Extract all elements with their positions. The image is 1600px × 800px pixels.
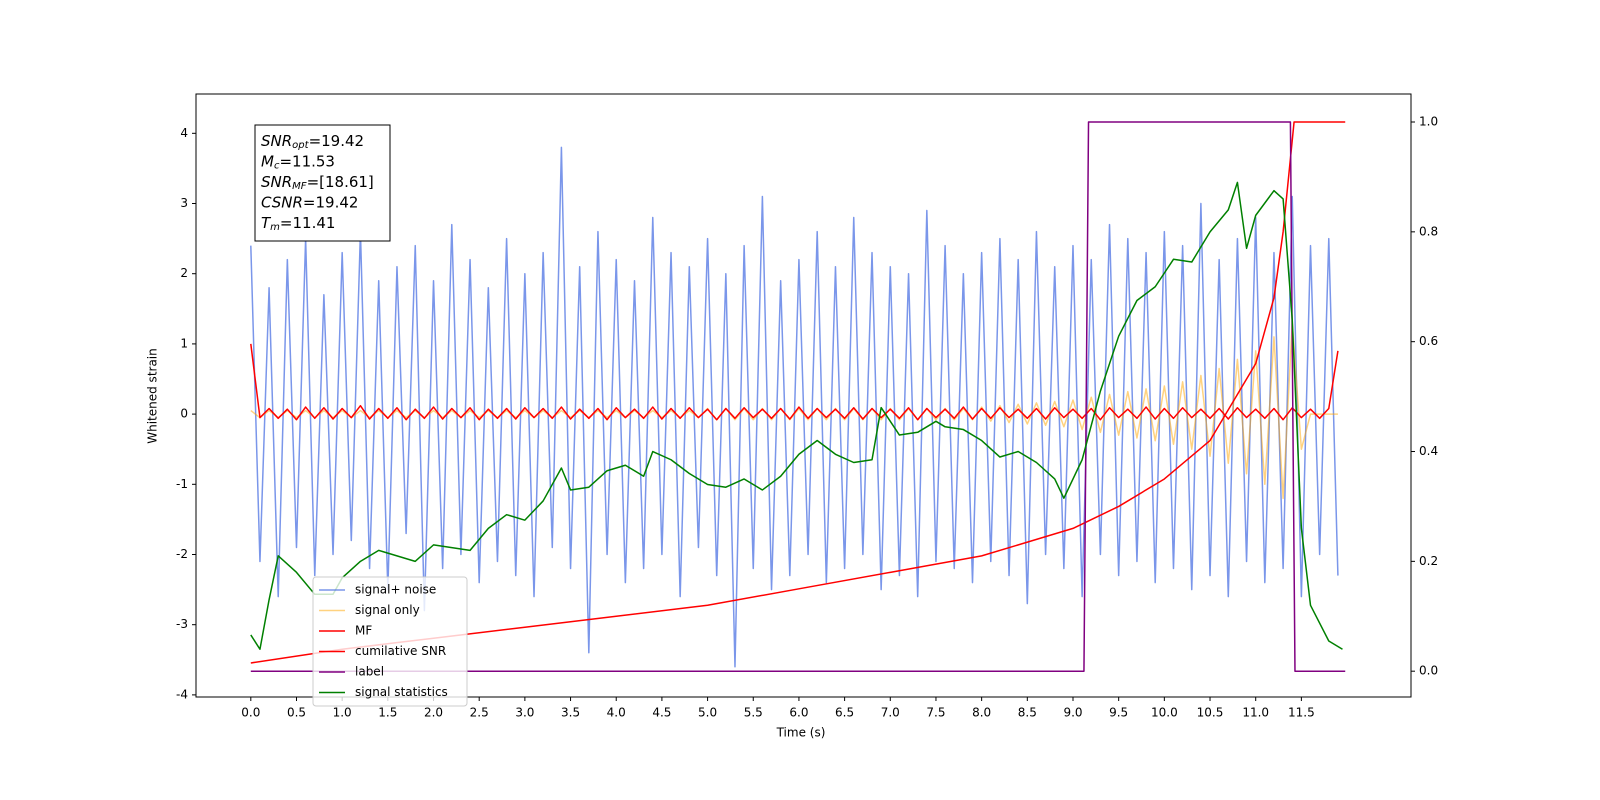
annotation-subscript: c — [274, 161, 280, 172]
y-tick-label: 3 — [180, 196, 188, 210]
series-line — [250, 181, 1343, 650]
x-tick-label: 8.5 — [1018, 706, 1037, 720]
annotation-line: SNRMF=[18.61] — [261, 173, 374, 193]
y-tick-label: -3 — [176, 617, 188, 631]
y2-tick-label: 0.4 — [1419, 444, 1438, 458]
x-tick-label: 0.5 — [287, 706, 306, 720]
x-tick-label: 10.0 — [1151, 706, 1178, 720]
annotation-symbol: M — [261, 152, 274, 170]
annotation-text: =11.41 — [280, 214, 336, 232]
x-tick-label: 4.5 — [652, 706, 671, 720]
x-tick-label: 1.5 — [378, 706, 397, 720]
annotation-line: Mc=11.53 — [261, 152, 335, 172]
x-tick-label: 9.5 — [1109, 706, 1128, 720]
y2-tick-label: 0.6 — [1419, 334, 1438, 348]
annotation-line: CSNR=19.42 — [261, 193, 358, 211]
y-axis-label: Whitened strain — [146, 348, 160, 444]
annotation-text: =19.42 — [309, 132, 365, 150]
x-tick-label: 4.0 — [607, 706, 626, 720]
series-line — [250, 343, 1339, 421]
legend-label: label — [355, 665, 384, 679]
y2-tick-label: 0.8 — [1419, 224, 1438, 238]
annotation-subscript: opt — [292, 140, 309, 151]
x-tick-label: 9.0 — [1063, 706, 1082, 720]
y-tick-label: 0 — [180, 407, 188, 421]
x-tick-label: 6.0 — [789, 706, 808, 720]
x-tick-label: 3.5 — [561, 706, 580, 720]
plot-area — [250, 121, 1346, 672]
annotation-symbol: CSNR — [261, 193, 303, 211]
y2-tick-label: 1.0 — [1419, 115, 1438, 129]
y-tick-label: 2 — [180, 266, 188, 280]
annotation-subscript: MF — [292, 181, 307, 192]
x-tick-label: 3.0 — [515, 706, 534, 720]
y2-tick-label: 0.2 — [1419, 554, 1438, 568]
legend-label: signal+ noise — [355, 583, 436, 597]
annotation-line: SNRopt=19.42 — [261, 132, 364, 152]
x-tick-label: 1.0 — [333, 706, 352, 720]
legend-box — [312, 576, 468, 707]
x-tick-label: 11.5 — [1288, 706, 1315, 720]
x-tick-label: 0.0 — [241, 706, 260, 720]
annotation-text: =[18.61] — [307, 173, 374, 191]
plot-frame — [195, 93, 1412, 698]
annotation-line: Tm=11.41 — [261, 214, 335, 234]
x-tick-label: 5.0 — [698, 706, 717, 720]
y-tick-label: -4 — [176, 687, 188, 701]
x-tick-label: 11.0 — [1242, 706, 1269, 720]
series-line — [250, 121, 1346, 664]
legend-label: signal only — [355, 603, 420, 617]
annotation-text: =11.53 — [279, 152, 335, 170]
x-tick-label: 10.5 — [1197, 706, 1224, 720]
x-tick-label: 8.0 — [972, 706, 991, 720]
x-tick-label: 2.0 — [424, 706, 443, 720]
y-tick-label: 1 — [180, 336, 188, 350]
legend-label: cumilative SNR — [355, 644, 446, 658]
annotation-symbol: SNR — [261, 132, 292, 150]
legend-label: signal statistics — [355, 685, 448, 699]
y-tick-label: -2 — [176, 547, 188, 561]
x-tick-label: 7.5 — [926, 706, 945, 720]
y-tick-label: -1 — [176, 477, 188, 491]
x-tick-label: 6.5 — [835, 706, 854, 720]
annotation-symbol: T — [261, 214, 272, 232]
x-tick-label: 5.5 — [744, 706, 763, 720]
y-tick-label: 4 — [180, 126, 188, 140]
series-line — [250, 121, 1346, 672]
x-axis-label: Time (s) — [776, 726, 826, 740]
legend-label: MF — [355, 624, 372, 638]
annotation-subscript: m — [270, 222, 280, 233]
annotation-text: =19.42 — [303, 193, 359, 211]
annotation-box — [254, 124, 391, 242]
y2-tick-label: 0.0 — [1419, 664, 1438, 678]
series-line — [250, 146, 1339, 668]
annotation-symbol: SNR — [261, 173, 292, 191]
x-tick-label: 2.5 — [470, 706, 489, 720]
x-tick-label: 7.0 — [881, 706, 900, 720]
